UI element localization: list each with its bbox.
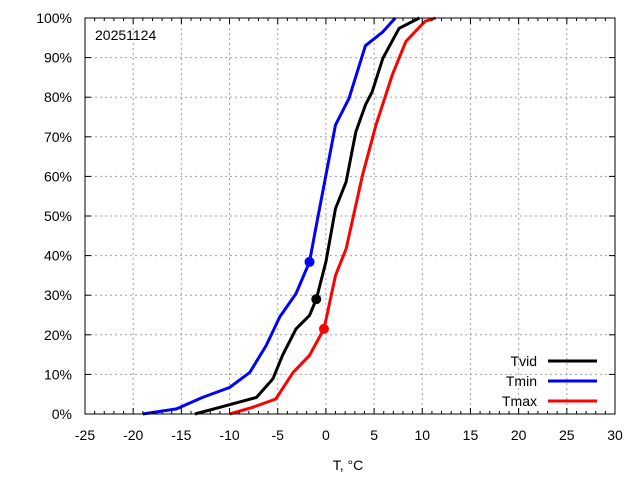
x-tick-label: -20 (123, 427, 143, 443)
x-tick-label: 20 (511, 427, 527, 443)
legend: Tvid Tmin Tmax (502, 353, 597, 409)
series-marker-tvid (311, 294, 322, 305)
x-tick-label: 0 (322, 427, 330, 443)
series-line-tmin (142, 16, 397, 416)
legend-label-tvid: Tvid (511, 353, 537, 369)
x-tick-label: 15 (463, 427, 479, 443)
y-tick-label: 10% (44, 366, 72, 382)
x-tick-label: -25 (75, 427, 95, 443)
y-tick-label: 100% (36, 10, 72, 26)
series-group (142, 16, 437, 416)
series-line-tvid (194, 16, 421, 416)
x-tick-label: 30 (607, 427, 623, 443)
y-tick-label: 50% (44, 208, 72, 224)
y-tick-label: 70% (44, 129, 72, 145)
y-tick-label: 0% (52, 406, 72, 422)
ticks: -25 -20 -15 -10 -5 0 5 10 15 20 25 30 0% 10% 20% 30% 40%… (36, 10, 623, 443)
x-tick-label: 5 (370, 427, 378, 443)
series-line-tmax (229, 16, 437, 416)
legend-label-tmin: Tmin (506, 373, 537, 389)
y-tick-label: 20% (44, 327, 72, 343)
x-tick-label: -10 (219, 427, 239, 443)
y-tick-label: 90% (44, 50, 72, 66)
series-marker-tmin (304, 256, 315, 267)
x-tick-label: -5 (272, 427, 285, 443)
x-axis-label: T, °C (333, 457, 364, 473)
y-tick-label: 60% (44, 168, 72, 184)
x-tick-label: 10 (414, 427, 430, 443)
y-tick-label: 30% (44, 287, 72, 303)
legend-label-tmax: Tmax (502, 393, 537, 409)
y-tick-label: 80% (44, 89, 72, 105)
y-tick-label: 40% (44, 248, 72, 264)
x-tick-label: 25 (559, 427, 575, 443)
x-tick-label: -15 (171, 427, 191, 443)
series-marker-tmax (318, 323, 329, 334)
grid (85, 18, 615, 414)
chart-title: 20251124 (95, 27, 156, 43)
